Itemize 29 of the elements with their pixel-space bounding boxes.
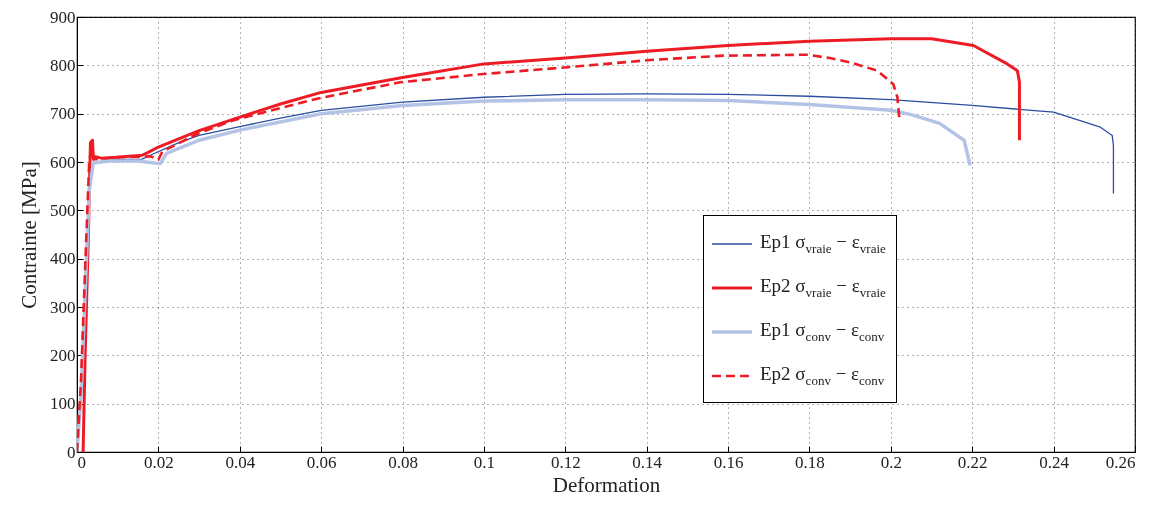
x-tick-label: 0.1 bbox=[473, 452, 496, 472]
x-tick-label: 0.22 bbox=[957, 452, 988, 472]
y-tick-label: 300 bbox=[50, 297, 76, 317]
x-tick-label: 0.04 bbox=[225, 452, 256, 472]
y-tick-label: 400 bbox=[50, 249, 76, 269]
y-axis-title: Contrainte [MPa] bbox=[17, 161, 41, 309]
x-axis-title: Deformation bbox=[552, 472, 661, 497]
y-tick-label: 800 bbox=[50, 55, 76, 75]
x-tick-label: 0.18 bbox=[795, 452, 825, 472]
y-tick-label: 500 bbox=[50, 200, 76, 220]
legend-label: Ep1 σ$_{vraie}$ − ε$_{vraie}$ bbox=[760, 231, 886, 257]
x-tick-label: 0.2 bbox=[880, 452, 902, 472]
y-tick-label: 600 bbox=[50, 152, 76, 172]
y-tick-label: 200 bbox=[50, 345, 76, 365]
x-tick-label: 0.08 bbox=[388, 452, 418, 472]
x-tick-label: 0.06 bbox=[306, 452, 337, 472]
y-tick-label: 700 bbox=[50, 104, 76, 124]
x-tick-label: 0.26 bbox=[1105, 452, 1136, 472]
legend-label: Ep2 σ$_{vraie}$ − ε$_{vraie}$ bbox=[760, 275, 886, 301]
x-tick-label: 0.16 bbox=[713, 452, 744, 472]
legend-label: Ep2 σ$_{conv}$ − ε$_{conv}$ bbox=[760, 363, 885, 389]
line-series bbox=[81, 37, 1021, 452]
x-tick-label: 0.14 bbox=[632, 452, 663, 472]
x-tick-label: 0.02 bbox=[144, 452, 174, 472]
y-tick-label: 100 bbox=[50, 394, 76, 414]
y-tick-label: 900 bbox=[50, 7, 76, 27]
x-tick-label: 0.24 bbox=[1039, 452, 1070, 472]
legend-label: Ep1 σ$_{conv}$ − ε$_{conv}$ bbox=[760, 319, 885, 345]
x-tick-label: 0.12 bbox=[550, 452, 581, 472]
